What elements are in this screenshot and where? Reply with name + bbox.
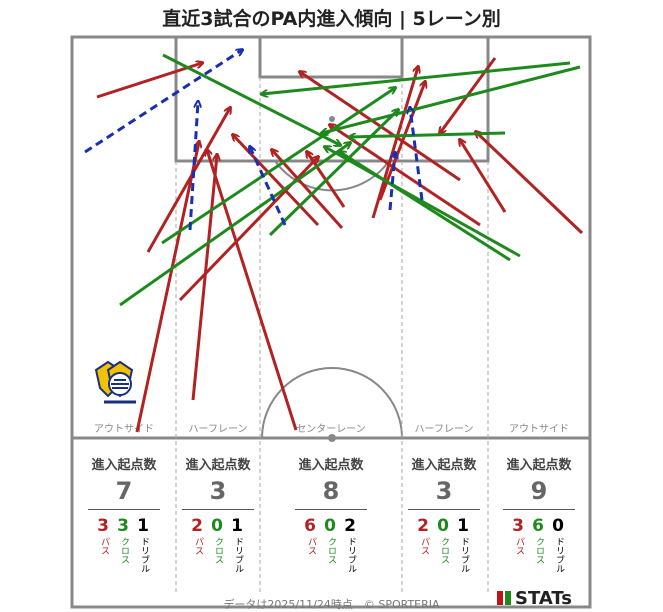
club-crest-icon xyxy=(94,360,136,404)
lane-cross-count: 6 xyxy=(532,516,544,536)
lane-name-label: ハーフレーン xyxy=(189,424,248,435)
pass-arrow xyxy=(146,108,230,253)
chart-title: 直近3試合のPA内進入傾向 | 5レーン別 xyxy=(162,8,501,30)
dribble-arrow xyxy=(410,108,424,201)
pass-arrow xyxy=(135,142,199,433)
pass-arrow xyxy=(191,155,217,401)
lane-stat-divider xyxy=(408,509,480,510)
lane-stat-heading: 進入起点数 xyxy=(91,458,157,473)
lane-cross-label: クロス xyxy=(326,537,336,564)
dribble-arrow xyxy=(84,50,242,154)
center-spot xyxy=(328,434,336,442)
penalty-spot xyxy=(329,116,335,122)
lane-cross-count: 0 xyxy=(437,516,449,536)
lane-stat-total: 7 xyxy=(115,477,133,505)
lane-stat-heading: 進入起点数 xyxy=(298,458,364,473)
lane-dribble-count: 0 xyxy=(552,516,564,536)
cross-arrow xyxy=(350,131,506,137)
cross-arrow xyxy=(322,65,581,133)
lane-stat-divider xyxy=(295,509,367,510)
lane-pass-count: 3 xyxy=(512,516,524,536)
lane-cross-label: クロス xyxy=(213,537,223,564)
lane-pass-label: パス xyxy=(193,537,203,555)
lane-stat-heading: 進入起点数 xyxy=(506,458,572,473)
cross-arrow xyxy=(268,110,398,237)
lane-name-label: アウトサイド xyxy=(94,423,154,435)
lane-dribble-label: ドリブル xyxy=(233,537,243,573)
lane-dribble-count: 2 xyxy=(344,516,356,536)
cross-arrow xyxy=(340,152,511,262)
lane-cross-label: クロス xyxy=(439,537,449,564)
lane-dribble-label: ドリブル xyxy=(346,537,356,573)
lane-pass-label: パス xyxy=(306,537,316,555)
lane-name-label: アウトサイド xyxy=(509,423,569,435)
lane-dribble-label: ドリブル xyxy=(459,537,469,573)
brand-logo: STATs xyxy=(497,588,572,609)
lane-pass-count: 3 xyxy=(97,516,109,536)
pass-arrow xyxy=(371,67,418,219)
dribble-arrow xyxy=(388,153,395,211)
lane-name-label: ハーフレーン xyxy=(415,424,474,435)
cross-arrow xyxy=(162,53,340,145)
pass-arrow xyxy=(96,63,202,99)
lane-pass-label: パス xyxy=(514,537,524,555)
entry-arrows xyxy=(84,50,584,433)
lane-stat-heading: 進入起点数 xyxy=(411,458,477,473)
lane-dribble-count: 1 xyxy=(137,516,149,536)
lane-pass-label: パス xyxy=(419,537,429,555)
lane-pass-count: 2 xyxy=(191,516,203,536)
cross-arrow xyxy=(325,147,521,258)
pitch-lines xyxy=(70,35,592,609)
lane-stat-total: 3 xyxy=(209,477,227,505)
dribble-arrow xyxy=(188,102,198,231)
pass-arrow xyxy=(233,135,320,227)
goal-area xyxy=(258,35,404,79)
cross-arrow xyxy=(262,61,571,94)
center-circle xyxy=(261,367,403,439)
pass-arrow xyxy=(207,150,298,431)
brand-bar-red-icon xyxy=(497,591,503,605)
lane-pass-label: パス xyxy=(99,537,109,555)
lane-cross-count: 0 xyxy=(324,516,336,536)
lane-pass-count: 6 xyxy=(304,516,316,536)
dribble-arrow xyxy=(250,147,287,226)
cross-arrow xyxy=(119,143,350,307)
lane-stat-heading: 進入起点数 xyxy=(185,458,251,473)
lane-dribble-count: 1 xyxy=(457,516,469,536)
brand-bar-green-icon xyxy=(505,591,511,605)
pass-arrow xyxy=(476,132,584,235)
pass-arrow xyxy=(330,125,481,227)
lane-stat-total: 8 xyxy=(322,477,340,505)
brand-text: STATs xyxy=(515,588,572,609)
lane-cross-label: クロス xyxy=(534,537,544,564)
pass-arrow xyxy=(460,140,507,213)
lane-name-label: センターレーン xyxy=(296,423,366,435)
lane-stat-divider xyxy=(182,509,254,510)
footer-note: データは2025/11/24時点 © SPORTERIA xyxy=(223,598,440,611)
lane-dribble-label: ドリブル xyxy=(554,537,564,573)
lane-stat-total: 3 xyxy=(435,477,453,505)
lane-cross-count: 3 xyxy=(117,516,129,536)
lane-cross-count: 0 xyxy=(211,516,223,536)
lane-cross-label: クロス xyxy=(119,537,129,564)
lane-dribble-label: ドリブル xyxy=(139,537,149,573)
lane-stat-divider xyxy=(503,509,575,510)
lane-dribble-count: 1 xyxy=(231,516,243,536)
lane-stat-divider xyxy=(88,509,160,510)
lane-pass-count: 2 xyxy=(417,516,429,536)
lane-stat-total: 9 xyxy=(530,477,548,505)
cross-arrow xyxy=(161,88,395,245)
